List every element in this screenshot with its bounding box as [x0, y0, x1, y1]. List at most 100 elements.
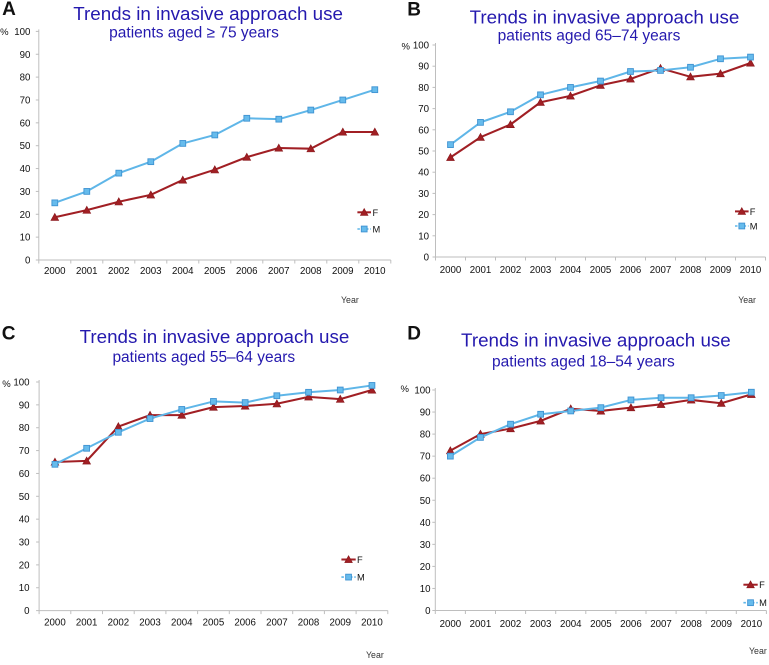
svg-text:2006: 2006 — [234, 618, 256, 629]
svg-text:2004: 2004 — [560, 265, 582, 276]
svg-text:2001: 2001 — [470, 619, 492, 630]
svg-text:90: 90 — [418, 62, 429, 73]
svg-text:20: 20 — [420, 562, 431, 573]
svg-text:2003: 2003 — [139, 618, 161, 629]
svg-text:30: 30 — [420, 540, 431, 551]
svg-text:F: F — [750, 207, 756, 217]
svg-text:%: % — [2, 379, 11, 390]
svg-text:0: 0 — [24, 606, 30, 617]
svg-text:2006: 2006 — [236, 266, 258, 277]
svg-text:%: % — [401, 42, 410, 53]
svg-text:70: 70 — [420, 452, 431, 463]
svg-text:%: % — [400, 384, 409, 395]
svg-text:2005: 2005 — [590, 619, 612, 630]
svg-text:F: F — [357, 555, 363, 565]
svg-text:2001: 2001 — [76, 266, 98, 277]
svg-text:Trends in invasive approach us: Trends in invasive approach use — [461, 329, 731, 350]
svg-text:30: 30 — [418, 189, 429, 200]
svg-text:2000: 2000 — [440, 265, 462, 276]
svg-text:2009: 2009 — [710, 619, 732, 630]
svg-text:Year: Year — [341, 295, 359, 305]
svg-text:2009: 2009 — [329, 618, 351, 629]
svg-text:60: 60 — [19, 469, 30, 480]
svg-text:M: M — [373, 225, 381, 235]
svg-text:%: % — [0, 27, 9, 38]
svg-text:50: 50 — [418, 147, 429, 158]
svg-text:2003: 2003 — [140, 266, 162, 277]
svg-text:60: 60 — [418, 125, 429, 136]
svg-text:2003: 2003 — [530, 619, 552, 630]
svg-text:10: 10 — [418, 231, 429, 242]
svg-text:2000: 2000 — [44, 618, 66, 629]
svg-text:2005: 2005 — [590, 265, 612, 276]
svg-text:2002: 2002 — [500, 265, 522, 276]
svg-text:M: M — [759, 598, 767, 608]
svg-text:2000: 2000 — [44, 266, 66, 277]
svg-text:2010: 2010 — [364, 266, 386, 277]
svg-text:60: 60 — [20, 118, 31, 129]
svg-text:F: F — [759, 580, 765, 590]
svg-text:70: 70 — [20, 95, 31, 106]
svg-text:60: 60 — [420, 474, 431, 485]
svg-text:10: 10 — [420, 584, 431, 595]
svg-text:2006: 2006 — [620, 619, 642, 630]
svg-text:patients aged ≥ 75 years: patients aged ≥ 75 years — [109, 25, 279, 42]
svg-text:30: 30 — [20, 187, 31, 198]
svg-text:2007: 2007 — [650, 265, 672, 276]
svg-text:20: 20 — [20, 210, 31, 221]
svg-text:2006: 2006 — [620, 265, 642, 276]
svg-text:2004: 2004 — [172, 266, 194, 277]
svg-text:2010: 2010 — [740, 265, 762, 276]
svg-text:100: 100 — [13, 378, 30, 389]
svg-text:2008: 2008 — [680, 619, 702, 630]
svg-text:A: A — [2, 0, 16, 20]
svg-text:80: 80 — [418, 83, 429, 94]
svg-text:C: C — [2, 323, 16, 344]
svg-text:2005: 2005 — [203, 618, 225, 629]
svg-text:2002: 2002 — [108, 266, 130, 277]
svg-text:20: 20 — [19, 560, 30, 571]
svg-text:2008: 2008 — [300, 266, 322, 277]
svg-text:B: B — [407, 0, 421, 20]
svg-text:2007: 2007 — [650, 619, 672, 630]
svg-text:50: 50 — [420, 496, 431, 507]
svg-text:2008: 2008 — [680, 265, 702, 276]
svg-text:Trends in invasive approach us: Trends in invasive approach use — [80, 326, 350, 347]
svg-text:40: 40 — [19, 515, 30, 526]
svg-text:Year: Year — [738, 295, 756, 305]
svg-text:100: 100 — [413, 41, 430, 52]
svg-text:80: 80 — [19, 423, 30, 434]
svg-text:30: 30 — [19, 538, 30, 549]
svg-text:D: D — [407, 324, 421, 345]
svg-text:2000: 2000 — [440, 619, 462, 630]
svg-text:90: 90 — [420, 408, 431, 419]
svg-text:Trends in invasive approach us: Trends in invasive approach use — [73, 3, 343, 24]
svg-text:40: 40 — [20, 164, 31, 175]
svg-text:80: 80 — [420, 430, 431, 441]
svg-text:0: 0 — [25, 256, 31, 267]
svg-text:2001: 2001 — [470, 265, 492, 276]
svg-text:patients aged 18–54 years: patients aged 18–54 years — [492, 353, 675, 370]
svg-text:2004: 2004 — [560, 619, 582, 630]
svg-text:Year: Year — [749, 646, 767, 656]
svg-text:10: 10 — [19, 583, 30, 594]
svg-text:M: M — [357, 573, 365, 583]
svg-text:F: F — [373, 208, 379, 218]
svg-text:90: 90 — [19, 400, 30, 411]
svg-text:patients aged 55–64 years: patients aged 55–64 years — [112, 349, 295, 366]
svg-text:40: 40 — [420, 518, 431, 529]
svg-text:2005: 2005 — [204, 266, 226, 277]
svg-text:40: 40 — [418, 168, 429, 179]
svg-text:2002: 2002 — [500, 619, 522, 630]
svg-text:0: 0 — [424, 253, 430, 264]
svg-text:M: M — [750, 222, 758, 232]
svg-text:80: 80 — [20, 73, 31, 84]
svg-text:2007: 2007 — [268, 266, 290, 277]
svg-text:20: 20 — [418, 210, 429, 221]
svg-text:70: 70 — [19, 446, 30, 457]
svg-text:Trends in invasive approach us: Trends in invasive approach use — [470, 7, 740, 28]
svg-text:70: 70 — [418, 104, 429, 115]
svg-text:100: 100 — [414, 386, 431, 397]
svg-text:2004: 2004 — [171, 618, 193, 629]
svg-text:0: 0 — [425, 606, 431, 617]
